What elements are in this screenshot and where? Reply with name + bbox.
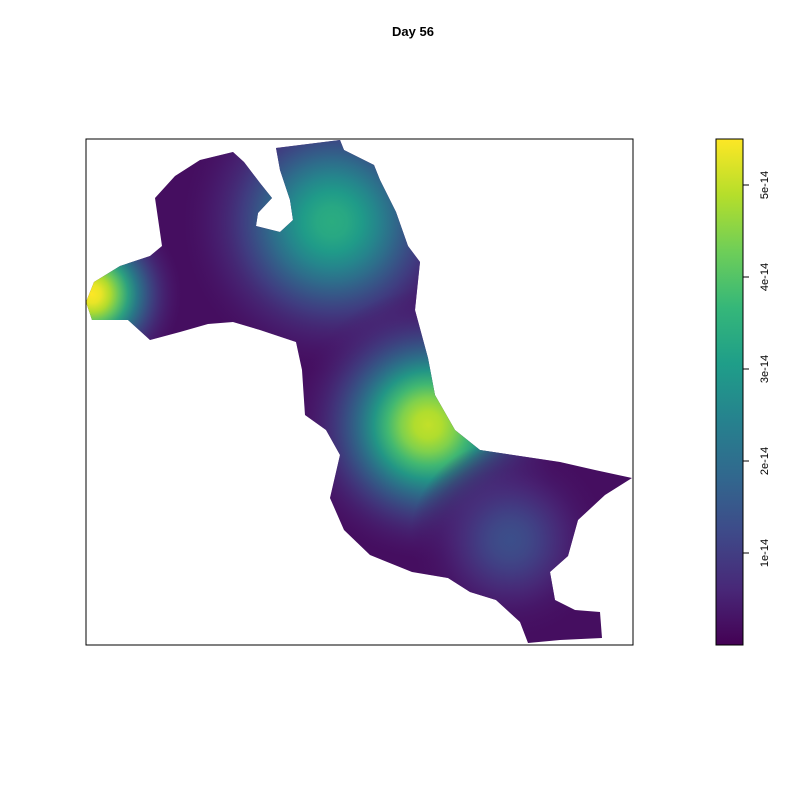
hotspot-west-edge bbox=[86, 204, 182, 384]
chart-title: Day 56 bbox=[392, 24, 434, 39]
plot-frame bbox=[85, 138, 634, 646]
hotspot-north-center bbox=[182, 140, 482, 372]
colorbar-tick-label: 2e-14 bbox=[759, 447, 771, 475]
colorbar-tick-label: 1e-14 bbox=[759, 539, 771, 567]
colorbar-tick-label: 5e-14 bbox=[759, 171, 771, 199]
colorbar bbox=[715, 138, 744, 646]
hotspot-south-east bbox=[410, 440, 610, 640]
colorbar-tick-label: 3e-14 bbox=[759, 355, 771, 383]
colorbar-tick-label: 4e-14 bbox=[759, 263, 771, 291]
colorbar-axis: 1e-14 2e-14 3e-14 4e-14 5e-14 bbox=[743, 171, 771, 567]
heatmap-field bbox=[86, 140, 632, 643]
